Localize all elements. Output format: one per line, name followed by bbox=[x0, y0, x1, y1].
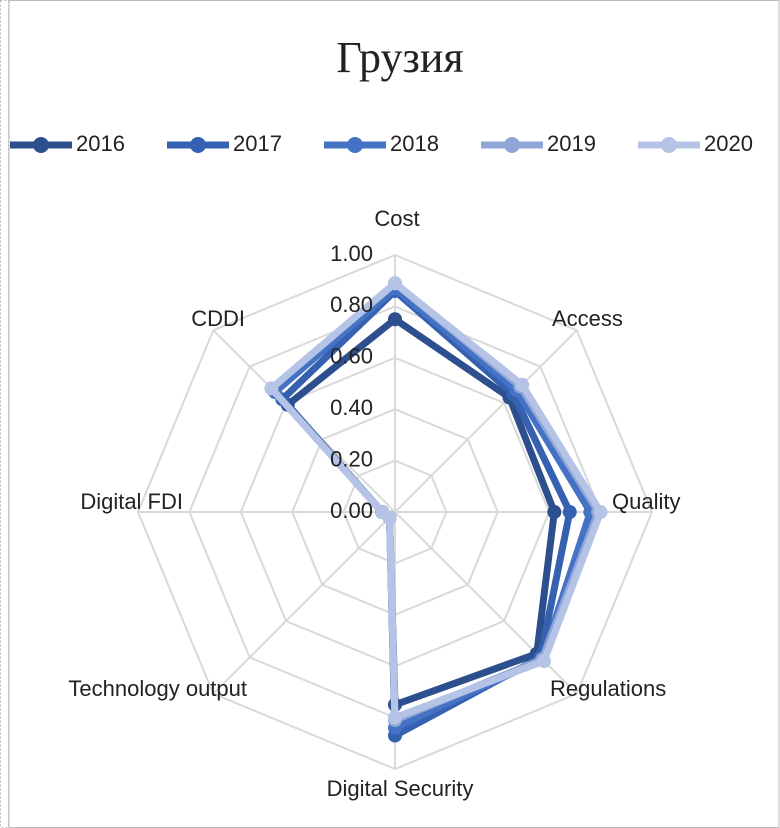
category-label: Digital FDI bbox=[80, 489, 183, 514]
data-point bbox=[593, 505, 608, 519]
r-tick-label: 0.40 bbox=[330, 395, 373, 420]
data-point bbox=[537, 654, 552, 669]
legend-marker bbox=[33, 137, 49, 153]
data-point bbox=[388, 710, 402, 725]
data-point bbox=[562, 505, 577, 519]
grid-spoke bbox=[394, 329, 578, 513]
category-label: Digital Security bbox=[327, 776, 474, 801]
legend-label: 2016 bbox=[76, 131, 125, 156]
category-label: Quality bbox=[612, 489, 680, 514]
r-tick-label: 0.80 bbox=[330, 292, 373, 317]
legend-label: 2020 bbox=[704, 131, 753, 156]
legend-marker bbox=[190, 137, 206, 153]
legend-label: 2017 bbox=[233, 131, 282, 156]
r-tick-label: 0.00 bbox=[330, 498, 373, 523]
category-label: Cost bbox=[374, 206, 419, 231]
r-tick-label: 0.20 bbox=[330, 446, 373, 471]
r-tick-label: 1.00 bbox=[330, 241, 373, 266]
data-point bbox=[547, 505, 562, 519]
r-tick-label: 0.60 bbox=[330, 344, 373, 369]
grid-spoke bbox=[212, 511, 396, 695]
legend-marker bbox=[347, 137, 363, 153]
category-label: CDDI bbox=[191, 306, 245, 331]
legend-label: 2018 bbox=[390, 131, 439, 156]
chart-title: Грузия bbox=[336, 33, 463, 82]
data-point bbox=[515, 377, 530, 392]
data-point bbox=[388, 276, 402, 291]
data-point bbox=[264, 381, 279, 396]
legend-marker bbox=[504, 137, 520, 153]
legend-label: 2019 bbox=[547, 131, 596, 156]
data-point bbox=[388, 312, 402, 327]
data-point bbox=[375, 505, 390, 519]
frame-edge bbox=[0, 0, 9, 828]
category-label: Technology output bbox=[68, 676, 247, 701]
legend-marker bbox=[661, 137, 677, 153]
series-layer bbox=[264, 276, 608, 743]
category-label: Access bbox=[552, 306, 623, 331]
category-label: Regulations bbox=[550, 676, 666, 701]
